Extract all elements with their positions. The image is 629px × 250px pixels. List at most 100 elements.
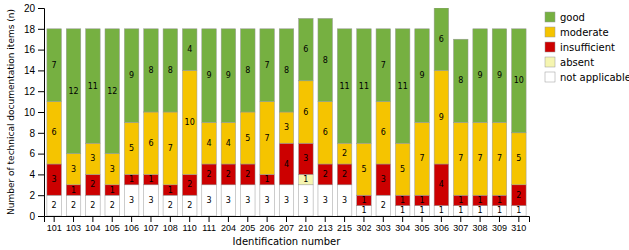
bar-segment bbox=[202, 122, 217, 164]
data-label: 3 bbox=[71, 165, 76, 174]
tick-label: 12 bbox=[24, 86, 36, 97]
tick-mark bbox=[54, 216, 55, 222]
data-label: 1 bbox=[400, 206, 405, 215]
x-axis: 1011031041051061071081101112042052062072… bbox=[45, 216, 530, 233]
bar-segment bbox=[202, 164, 217, 185]
tick-label: 101 bbox=[47, 223, 62, 233]
data-label: 5 bbox=[361, 165, 366, 174]
tick-label: 110 bbox=[183, 223, 197, 233]
bar-segment bbox=[86, 174, 101, 195]
legend-item: moderate bbox=[545, 27, 609, 38]
data-label: 2 bbox=[516, 191, 521, 200]
tick-mark bbox=[189, 216, 190, 222]
x-tick: 302 bbox=[356, 216, 371, 233]
data-label: 3 bbox=[52, 175, 57, 184]
tick-mark bbox=[209, 216, 210, 222]
tick-mark bbox=[38, 154, 44, 155]
tick-mark bbox=[344, 216, 345, 222]
data-label: 7 bbox=[168, 144, 173, 153]
data-label: 3 bbox=[148, 196, 153, 205]
tick-label: 108 bbox=[163, 223, 178, 233]
y-tick: 10 bbox=[24, 107, 44, 118]
x-tick: 106 bbox=[124, 216, 139, 233]
bar-segment bbox=[221, 122, 236, 164]
tick-label: 210 bbox=[298, 223, 313, 233]
tick-label: 105 bbox=[105, 223, 120, 233]
data-label: 6 bbox=[52, 128, 57, 137]
bar-segment bbox=[105, 154, 120, 185]
data-label: 3 bbox=[284, 196, 289, 205]
bar-segment bbox=[434, 70, 449, 164]
bar-segment bbox=[260, 174, 275, 184]
x-tick: 105 bbox=[105, 216, 120, 233]
x-tick: 104 bbox=[85, 216, 100, 233]
bar-segment bbox=[202, 185, 217, 216]
bar-segment bbox=[144, 112, 159, 174]
data-label: 3 bbox=[303, 154, 308, 163]
bar-segment bbox=[163, 29, 178, 112]
bar-segment bbox=[182, 70, 197, 174]
bar-segment bbox=[434, 164, 449, 206]
bar-segment bbox=[47, 164, 62, 195]
tick-mark bbox=[38, 70, 44, 71]
x-tick: 205 bbox=[240, 216, 255, 233]
tick-mark bbox=[402, 216, 403, 222]
bar-segment bbox=[241, 164, 256, 185]
data-label: 1 bbox=[478, 196, 483, 205]
bar-segment bbox=[415, 29, 430, 123]
bar-segment bbox=[279, 143, 294, 185]
tick-mark bbox=[267, 216, 268, 222]
tick-label: 302 bbox=[356, 223, 371, 233]
data-label: 1 bbox=[71, 186, 76, 195]
tick-mark bbox=[38, 195, 44, 196]
bar-segment bbox=[47, 29, 62, 102]
bar-segment bbox=[453, 195, 468, 205]
tick-label: 207 bbox=[279, 223, 294, 233]
bar-segment bbox=[473, 206, 488, 216]
bar-segment bbox=[105, 29, 120, 154]
x-tick: 306 bbox=[434, 216, 449, 233]
data-label: 5 bbox=[400, 165, 405, 174]
bar-segment bbox=[241, 112, 256, 164]
legend-label: absent bbox=[560, 57, 594, 68]
bar-segment bbox=[163, 185, 178, 195]
tick-label: 304 bbox=[395, 223, 410, 233]
data-label: 6 bbox=[148, 139, 153, 148]
bar-segment bbox=[144, 29, 159, 112]
data-label: 4 bbox=[207, 139, 212, 148]
tick-mark bbox=[325, 216, 326, 222]
x-tick: 206 bbox=[260, 216, 275, 233]
tick-mark bbox=[38, 50, 44, 51]
tick-label: 306 bbox=[434, 223, 449, 233]
data-label: 3 bbox=[90, 154, 95, 163]
tick-label: 215 bbox=[337, 223, 352, 233]
bar-segment bbox=[86, 195, 101, 216]
tick-label: 310 bbox=[511, 223, 526, 233]
bar-segment bbox=[376, 195, 391, 216]
legend-swatch bbox=[545, 27, 555, 37]
bar-segment bbox=[415, 206, 430, 216]
bar-segment bbox=[395, 143, 410, 195]
tick-label: 205 bbox=[240, 223, 255, 233]
x-tick: 204 bbox=[221, 216, 236, 233]
bar-segment bbox=[337, 164, 352, 185]
bar-segment bbox=[357, 206, 372, 216]
x-tick: 304 bbox=[395, 216, 410, 233]
y-tick: 20 bbox=[24, 3, 44, 14]
bar-segment bbox=[357, 143, 372, 195]
axis-line bbox=[38, 9, 45, 217]
data-label: 3 bbox=[265, 196, 270, 205]
bar-segment bbox=[299, 174, 314, 184]
bar-segment bbox=[182, 174, 197, 195]
bar-segment bbox=[163, 195, 178, 216]
tick-mark bbox=[92, 216, 93, 222]
x-tick: 103 bbox=[66, 216, 81, 233]
tick-mark bbox=[499, 216, 500, 222]
bar-segment bbox=[453, 122, 468, 195]
tick-mark bbox=[38, 174, 44, 175]
tick-label: 16 bbox=[24, 44, 36, 55]
data-labels: 2222332233333333121111111131211112222143… bbox=[52, 35, 524, 216]
tick-label: 303 bbox=[376, 223, 391, 233]
data-label: 2 bbox=[207, 170, 212, 179]
bar-segment bbox=[395, 206, 410, 216]
